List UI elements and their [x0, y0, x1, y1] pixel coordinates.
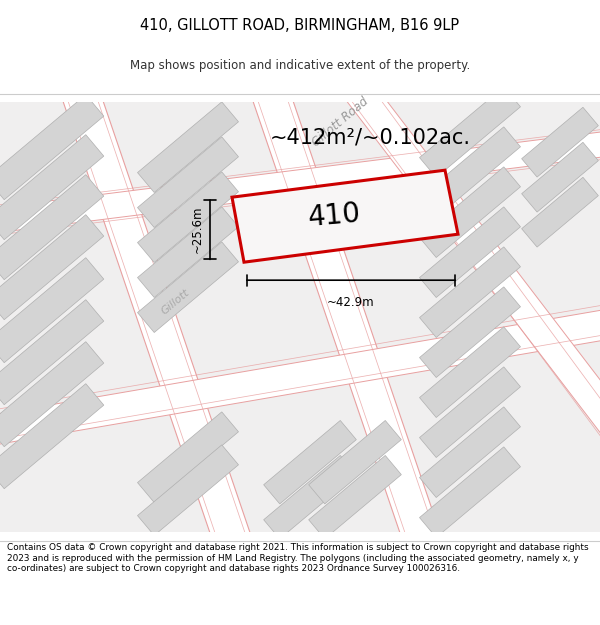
Polygon shape — [232, 170, 458, 262]
Polygon shape — [521, 107, 598, 177]
Polygon shape — [419, 127, 520, 218]
Text: ~42.9m: ~42.9m — [327, 296, 375, 309]
Polygon shape — [347, 82, 600, 442]
Polygon shape — [419, 207, 520, 298]
Polygon shape — [0, 134, 104, 240]
Text: 410: 410 — [307, 199, 362, 232]
Polygon shape — [419, 367, 520, 458]
Polygon shape — [62, 86, 258, 568]
Text: Gillott: Gillott — [159, 288, 191, 317]
Polygon shape — [308, 421, 401, 504]
Text: ~412m²/~0.102ac.: ~412m²/~0.102ac. — [269, 127, 470, 147]
Polygon shape — [137, 207, 238, 298]
Polygon shape — [419, 407, 520, 498]
Text: ~25.6m: ~25.6m — [191, 206, 204, 254]
Polygon shape — [0, 130, 600, 234]
Polygon shape — [263, 421, 356, 504]
Polygon shape — [137, 412, 238, 502]
Polygon shape — [0, 258, 104, 362]
Polygon shape — [419, 247, 520, 338]
Polygon shape — [521, 142, 598, 212]
Text: Map shows position and indicative extent of the property.: Map shows position and indicative extent… — [130, 59, 470, 72]
Text: Gillott Road: Gillott Road — [309, 95, 371, 149]
Polygon shape — [419, 447, 520, 538]
Polygon shape — [0, 214, 104, 320]
Polygon shape — [0, 174, 104, 280]
Polygon shape — [0, 299, 104, 405]
Polygon shape — [0, 384, 104, 489]
Polygon shape — [419, 287, 520, 378]
Polygon shape — [137, 242, 238, 332]
Polygon shape — [137, 172, 238, 262]
Polygon shape — [0, 308, 600, 447]
Polygon shape — [137, 102, 238, 192]
Polygon shape — [308, 456, 401, 539]
Text: 410, GILLOTT ROAD, BIRMINGHAM, B16 9LP: 410, GILLOTT ROAD, BIRMINGHAM, B16 9LP — [140, 18, 460, 33]
Polygon shape — [0, 342, 104, 447]
Polygon shape — [419, 87, 520, 178]
Text: Contains OS data © Crown copyright and database right 2021. This information is : Contains OS data © Crown copyright and d… — [7, 543, 589, 573]
Polygon shape — [521, 177, 598, 247]
Polygon shape — [419, 167, 520, 258]
Polygon shape — [263, 456, 356, 539]
Polygon shape — [137, 137, 238, 228]
Polygon shape — [0, 94, 104, 200]
Polygon shape — [137, 445, 238, 536]
Polygon shape — [419, 327, 520, 418]
Polygon shape — [252, 86, 448, 568]
